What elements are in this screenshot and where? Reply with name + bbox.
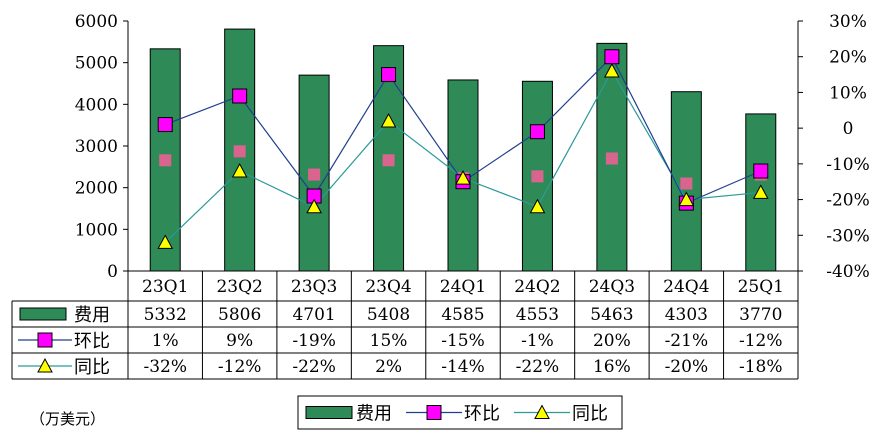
table-cell: 5463 xyxy=(590,305,633,325)
unit-label: （万美元） xyxy=(30,410,105,428)
row-label: 环比 xyxy=(74,331,110,352)
y-right-tick-label: 20% xyxy=(829,48,867,68)
table-cell: 5806 xyxy=(218,305,261,325)
row-key-triangle xyxy=(37,357,53,373)
row-key-square xyxy=(37,332,53,348)
table-cell: -22% xyxy=(292,357,336,377)
row-label: 同比 xyxy=(74,357,110,378)
legend-key-triangle xyxy=(534,404,550,419)
table-cell: 16% xyxy=(593,357,631,377)
legend-key-bar xyxy=(305,406,353,419)
category-label-24Q1: 24Q1 xyxy=(440,277,486,297)
category-label-23Q3: 23Q3 xyxy=(291,277,337,297)
ghost-marker-23Q1 xyxy=(159,154,172,167)
table-cell: -14% xyxy=(441,357,485,377)
y-left-tick-label: 1000 xyxy=(75,220,118,240)
y-right-tick-label: 30% xyxy=(829,12,867,32)
huanbi-marker-24Q3 xyxy=(604,49,620,65)
y-left-tick-label: 6000 xyxy=(75,12,118,32)
y-left-tick-label: 4000 xyxy=(75,95,118,115)
category-label-23Q2: 23Q2 xyxy=(216,277,262,297)
legend-label: 费用 xyxy=(356,404,392,425)
category-label-23Q1: 23Q1 xyxy=(142,277,188,297)
table-cell: 15% xyxy=(370,331,408,351)
ghost-marker-24Q2 xyxy=(531,170,544,183)
y-right-tick-label: 10% xyxy=(829,83,867,103)
category-label-25Q1: 25Q1 xyxy=(738,277,784,297)
table-cell: 4553 xyxy=(516,305,559,325)
y-right-tick-label: -20% xyxy=(826,191,870,211)
table-cell: -21% xyxy=(665,331,709,351)
huanbi-marker-24Q2 xyxy=(529,124,545,140)
tongbi-marker-24Q3 xyxy=(604,62,620,78)
legend-key-square xyxy=(426,405,442,420)
y-right-tick-label: 0 xyxy=(843,119,854,139)
legend-label: 同比 xyxy=(572,404,608,425)
legend-label: 环比 xyxy=(464,404,500,425)
category-label-24Q3: 24Q3 xyxy=(589,277,635,297)
y-left-tick-label: 2000 xyxy=(75,179,118,199)
y-right-tick-label: -10% xyxy=(826,155,870,175)
table-cell: 4585 xyxy=(441,305,484,325)
table-cell: 20% xyxy=(593,331,631,351)
tongbi-marker-25Q1 xyxy=(752,184,769,199)
y-left-tick-label: 3000 xyxy=(75,137,118,157)
table-cell: -15% xyxy=(441,331,485,351)
huanbi-marker-25Q1 xyxy=(753,163,769,179)
huanbi-marker-23Q2 xyxy=(232,88,248,104)
legend: 费用 环比 同比 xyxy=(297,395,623,430)
ghost-marker-23Q3 xyxy=(308,168,321,181)
tongbi-marker-23Q1 xyxy=(157,234,174,249)
table-cell: -12% xyxy=(739,331,783,351)
table-cell: -22% xyxy=(516,357,560,377)
tongbi-marker-23Q4 xyxy=(380,112,397,128)
ghost-marker-24Q3 xyxy=(605,152,618,165)
table-cell: 4701 xyxy=(292,305,335,325)
table-cell: 5408 xyxy=(367,305,410,325)
huanbi-marker-23Q4 xyxy=(381,67,397,83)
y-left-tick-label: 0 xyxy=(107,262,118,282)
tongbi-marker-24Q4 xyxy=(678,191,695,207)
category-label-24Q4: 24Q4 xyxy=(663,277,709,297)
table-cell: 2% xyxy=(375,357,402,377)
table-cell: -20% xyxy=(665,357,709,377)
table-cell: -32% xyxy=(143,357,187,377)
tongbi-marker-23Q3 xyxy=(306,198,322,214)
table-cell: -12% xyxy=(218,357,262,377)
table-cell: -1% xyxy=(521,331,554,351)
table-cell: 5332 xyxy=(144,305,187,325)
table-cell: 9% xyxy=(226,331,253,351)
tongbi-marker-24Q1 xyxy=(455,170,471,185)
table-cell: 3770 xyxy=(739,305,782,325)
data-table: 23Q1 23Q2 23Q3 23Q4 24Q1 24Q2 24Q3 24Q4 25Q1 费用 53… xyxy=(11,270,799,380)
table-cell: 1% xyxy=(152,331,179,351)
tongbi-marker-24Q2 xyxy=(529,198,546,214)
ghost-marker-24Q4 xyxy=(680,177,693,190)
bars-layer xyxy=(149,28,777,272)
row-label: 费用 xyxy=(74,305,110,326)
category-label-24Q2: 24Q2 xyxy=(514,277,560,297)
tongbi-marker-23Q2 xyxy=(231,162,248,178)
table-cell: -18% xyxy=(739,357,783,377)
row-key-bar xyxy=(19,307,67,321)
table-cell: -19% xyxy=(292,331,336,351)
y-right-tick-label: -30% xyxy=(826,226,870,246)
table-cell: 4303 xyxy=(665,305,708,325)
lines-layer xyxy=(157,49,769,249)
y-left-tick-label: 5000 xyxy=(75,54,118,74)
ghost-marker-23Q4 xyxy=(382,154,395,167)
category-label-23Q4: 23Q4 xyxy=(365,277,411,297)
huanbi-marker-23Q1 xyxy=(157,117,173,133)
y-right-tick-label: -40% xyxy=(826,262,870,282)
ghost-marker-23Q2 xyxy=(233,145,246,158)
